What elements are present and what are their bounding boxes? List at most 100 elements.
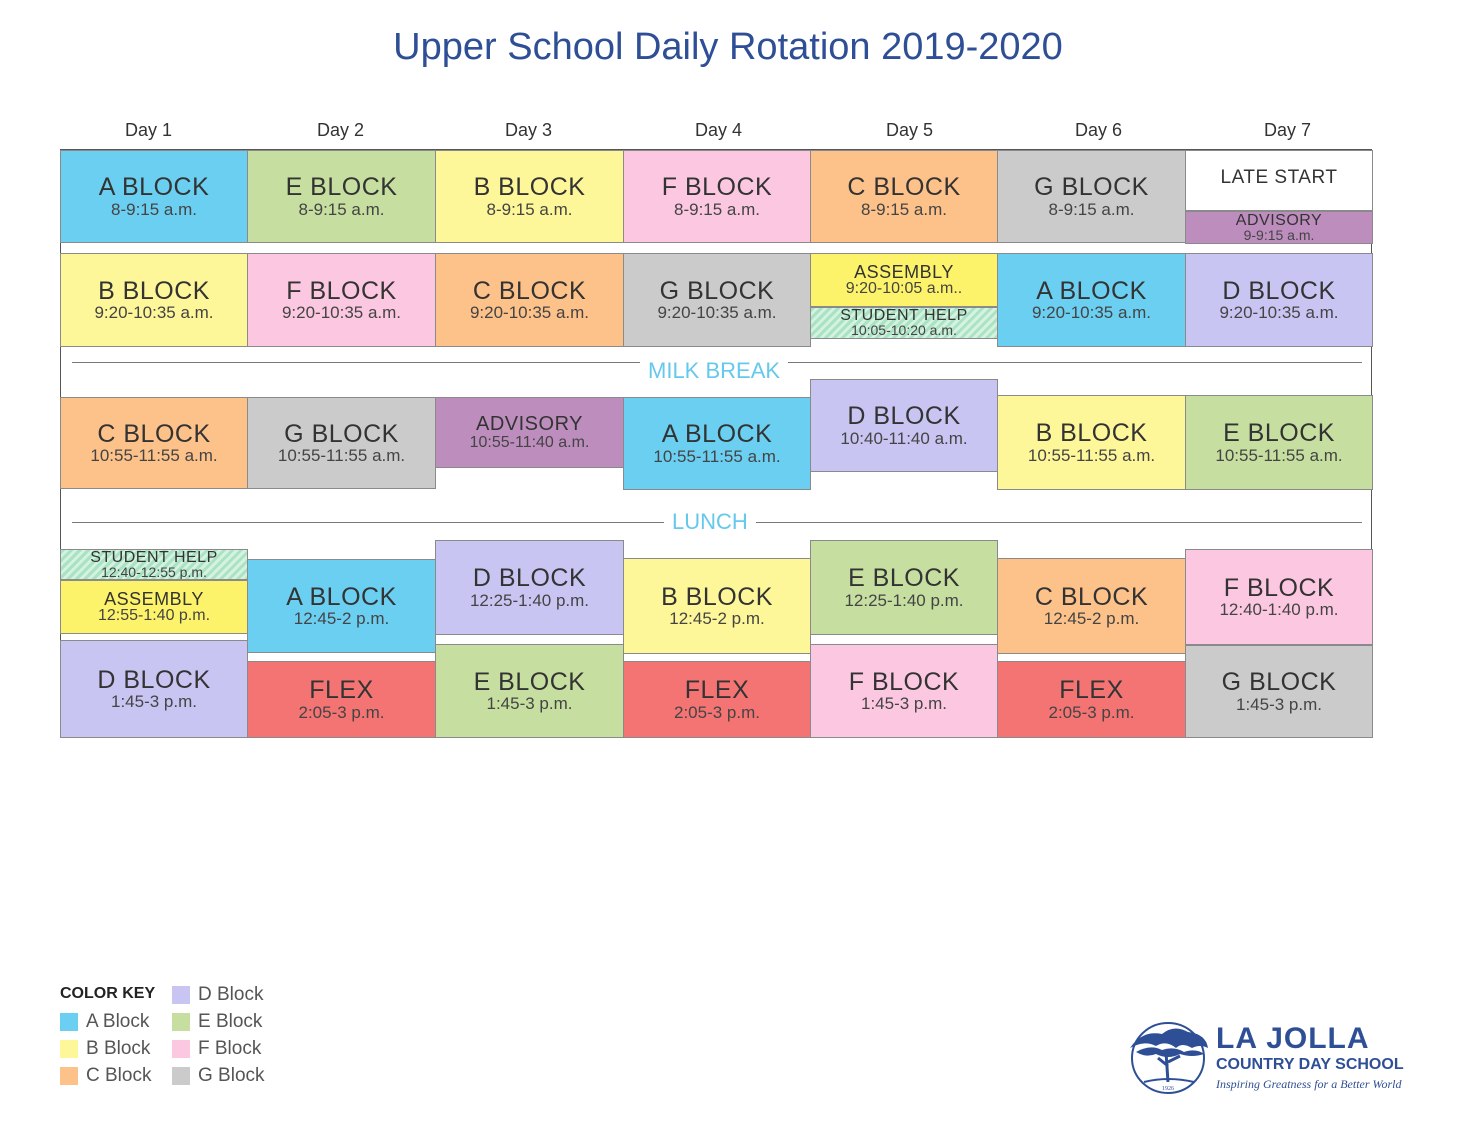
block-time: 10:55-11:55 a.m.	[1215, 445, 1343, 465]
block-time: 12:25-1:40 p.m.	[469, 590, 590, 610]
schedule-block: F BLOCK 9:20-10:35 a.m.	[247, 253, 436, 347]
legend-swatch-g	[172, 1067, 190, 1085]
late-start-block: LATE START	[1185, 150, 1373, 211]
block-time: 8-9:15 a.m.	[298, 199, 385, 219]
block-name: A BLOCK	[661, 420, 773, 449]
schedule-block: E BLOCK 10:55-11:55 a.m.	[1185, 395, 1373, 490]
schedule-block: C BLOCK 12:45-2 p.m.	[997, 558, 1186, 654]
block-time: 1:45-3 p.m.	[1236, 694, 1322, 714]
block-time: 10:55-11:55 a.m.	[277, 446, 406, 466]
block-name: G BLOCK	[284, 419, 399, 448]
legend-label-b: B Block	[86, 1038, 151, 1059]
block-time: 12:40-12:55 p.m.	[101, 563, 207, 580]
assembly-block: ASSEMBLY 12:55-1:40 p.m.	[60, 580, 248, 634]
block-name: G BLOCK	[1034, 173, 1149, 202]
block-name: FLEX	[684, 676, 750, 705]
schedule-block: G BLOCK 8-9:15 a.m.	[997, 150, 1186, 243]
block-time: 9-9:15 a.m.	[1243, 226, 1315, 243]
schedule-block: B BLOCK 8-9:15 a.m.	[435, 150, 624, 243]
legend-swatch-b	[60, 1040, 78, 1058]
advisory-block: ADVISORY 9-9:15 a.m.	[1185, 211, 1373, 244]
block-time: 2:05-3 p.m.	[298, 702, 385, 722]
block-name: E BLOCK	[1223, 419, 1335, 448]
day-header-1: Day 1	[124, 120, 173, 140]
block-time: 8-9:15 a.m.	[674, 199, 760, 219]
legend-label-e: E Block	[198, 1011, 263, 1032]
day-header-6: Day 6	[1074, 120, 1123, 140]
schedule-block: B BLOCK 10:55-11:55 a.m.	[997, 395, 1186, 490]
block-name: B BLOCK	[98, 276, 210, 305]
legend-label-a: A Block	[86, 1011, 150, 1032]
block-name: F BLOCK	[661, 173, 773, 202]
block-name: C BLOCK	[472, 276, 587, 305]
block-name: C BLOCK	[97, 419, 211, 448]
schedule-block: F BLOCK 8-9:15 a.m.	[623, 150, 811, 243]
schedule-block: G BLOCK 9:20-10:35 a.m.	[623, 253, 811, 347]
block-time: 9:20-10:35 a.m.	[657, 303, 777, 323]
schedule-block: E BLOCK 8-9:15 a.m.	[247, 150, 436, 243]
block-name: D BLOCK	[847, 402, 961, 431]
block-name: ASSEMBLY	[104, 588, 204, 609]
block-time: 8-9:15 a.m.	[1048, 199, 1135, 219]
block-name: B BLOCK	[473, 173, 586, 202]
legend-swatch-d	[172, 986, 190, 1004]
block-time: 10:05-10:20 a.m.	[851, 322, 957, 339]
block-time: 1:45-3 p.m.	[861, 694, 947, 714]
schedule-block: E BLOCK 12:25-1:40 p.m.	[810, 540, 998, 635]
block-time: 12:45-2 p.m.	[293, 609, 390, 629]
block-time: 10:55-11:55 a.m.	[1027, 445, 1156, 465]
schedule-block: D BLOCK 12:25-1:40 p.m.	[435, 540, 624, 635]
block-name: E BLOCK	[848, 564, 960, 593]
block-name: STUDENT HELP	[840, 307, 968, 325]
block-name: LATE START	[1220, 167, 1338, 188]
block-time: 12:25-1:40 p.m.	[844, 590, 964, 610]
block-name: STUDENT HELP	[90, 549, 218, 566]
schedule-block: A BLOCK 8-9:15 a.m.	[60, 150, 248, 243]
block-time: 9:20-10:35 a.m.	[469, 303, 590, 323]
block-name: G BLOCK	[659, 276, 775, 305]
block-name: F BLOCK	[848, 667, 960, 696]
schedule-block: D BLOCK 1:45-3 p.m.	[60, 640, 248, 738]
block-name: A BLOCK	[98, 173, 210, 202]
legend-swatch-a	[60, 1013, 78, 1031]
day-header-2: Day 2	[316, 120, 365, 140]
day-header-7: Day 7	[1263, 120, 1312, 140]
legend-swatch-c	[60, 1067, 78, 1085]
block-name: E BLOCK	[473, 667, 586, 696]
block-name: ADVISORY	[476, 413, 583, 435]
legend-label-c: C Block	[86, 1065, 152, 1086]
schedule-block: F BLOCK 1:45-3 p.m.	[810, 644, 998, 738]
logo-seal-year: 1926	[1162, 1086, 1174, 1092]
legend-swatch-f	[172, 1040, 190, 1058]
day-header-3: Day 3	[504, 120, 553, 140]
schedule-block: C BLOCK 8-9:15 a.m.	[810, 150, 998, 243]
legend-label-d: D Block	[198, 984, 264, 1005]
assembly-block: ASSEMBLY 9:20-10:05 a.m..	[810, 253, 998, 307]
block-time: 2:05-3 p.m.	[674, 702, 760, 722]
schedule-block: A BLOCK 9:20-10:35 a.m.	[997, 253, 1186, 347]
color-key-title: COLOR KEY	[60, 985, 156, 1002]
schedule-block: F BLOCK 12:40-1:40 p.m.	[1185, 549, 1373, 645]
block-time: 12:55-1:40 p.m.	[97, 607, 211, 625]
block-time: 10:55-11:55 a.m.	[653, 446, 781, 466]
block-time: 10:55-11:40 a.m.	[469, 434, 590, 451]
block-name: ADVISORY	[1235, 211, 1323, 229]
day-header-5: Day 5	[885, 120, 934, 140]
flex-block: FLEX 2:05-3 p.m.	[247, 661, 436, 738]
block-time: 9:20-10:35 a.m.	[1031, 303, 1152, 323]
block-name: D BLOCK	[97, 665, 211, 694]
block-name: C BLOCK	[1034, 582, 1149, 611]
schedule-block: D BLOCK 10:40-11:40 a.m.	[810, 379, 998, 472]
block-name: F BLOCK	[1223, 573, 1335, 602]
logo-subname: COUNTRY DAY SCHOOL	[1216, 1056, 1404, 1073]
schedule-block: E BLOCK 1:45-3 p.m.	[435, 644, 624, 738]
block-time: 8-9:15 a.m.	[861, 199, 947, 219]
block-name: B BLOCK	[1035, 419, 1148, 448]
block-name: A BLOCK	[1036, 276, 1147, 305]
block-name: C BLOCK	[847, 173, 961, 202]
schedule-block: B BLOCK 12:45-2 p.m.	[623, 558, 811, 654]
block-time: 9:20-10:05 a.m..	[845, 280, 963, 298]
block-time: 8-9:15 a.m.	[111, 199, 197, 219]
block-name: FLEX	[1059, 676, 1124, 705]
milk-break-label: MILK BREAK	[640, 358, 789, 384]
